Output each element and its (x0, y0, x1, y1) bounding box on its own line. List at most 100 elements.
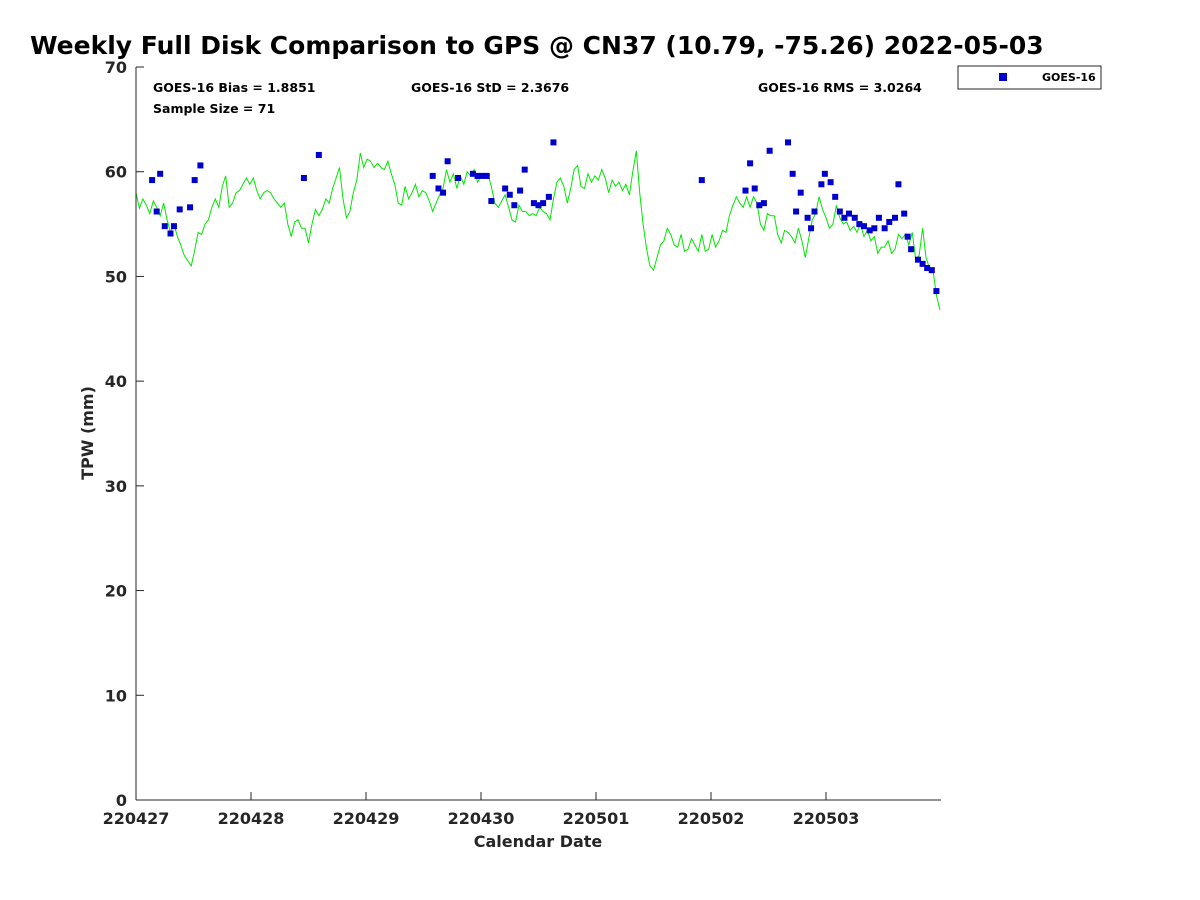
goes16-point (435, 185, 442, 192)
goes16-point (875, 214, 882, 221)
legend: GOES-16 (957, 65, 1102, 90)
x-tick-label: 220427 (103, 809, 170, 828)
goes16-point (821, 170, 828, 177)
goes16-point (479, 172, 486, 179)
goes16-point (747, 160, 754, 167)
x-tick-label: 220428 (218, 809, 285, 828)
goes16-point (429, 172, 436, 179)
goes16-point (804, 214, 811, 221)
goes16-point (924, 265, 931, 272)
goes16-point (506, 191, 513, 198)
goes16-point (517, 187, 524, 194)
goes16-point (908, 246, 915, 253)
goes16-point (521, 166, 528, 173)
goes16-point (895, 181, 902, 188)
goes16-point (488, 198, 495, 205)
goes16-point (157, 170, 164, 177)
goes16-point (455, 174, 461, 181)
y-tick-label: 20 (105, 582, 127, 601)
goes16-point (535, 202, 542, 209)
goes16-point (153, 208, 160, 215)
y-tick-label: 40 (105, 372, 127, 391)
y-tick-label: 10 (105, 686, 127, 705)
goes16-point (904, 233, 911, 240)
goes16-points (149, 139, 940, 295)
y-tick-label: 50 (105, 267, 127, 286)
goes16-point (300, 174, 307, 181)
goes16-point (444, 158, 451, 165)
goes16-point (919, 260, 926, 267)
goes16-point (766, 147, 773, 154)
goes16-point (483, 172, 490, 179)
goes16-point (756, 202, 763, 209)
goes16-point (550, 139, 557, 146)
x-tick-label: 220502 (678, 809, 745, 828)
goes16-point (818, 181, 825, 188)
goes16-point (856, 221, 863, 228)
goes16-point (827, 179, 834, 186)
goes16-point (187, 204, 194, 211)
goes16-point (440, 189, 447, 196)
goes16-point (901, 210, 908, 217)
y-tick-label: 60 (105, 163, 127, 182)
goes16-point (469, 170, 476, 177)
goes16-point (167, 230, 174, 237)
goes16-point (742, 187, 749, 194)
legend-marker (999, 73, 1007, 81)
y-tick-label: 70 (105, 58, 127, 77)
goes16-point (149, 177, 156, 184)
x-tick-label: 220501 (563, 809, 630, 828)
goes16-point (841, 214, 848, 221)
goes16-point (197, 162, 204, 169)
goes16-point (881, 225, 888, 232)
goes16-point (846, 210, 852, 217)
std-stat: GOES-16 StD = 2.3676 (411, 80, 569, 95)
x-tick-label: 220430 (448, 809, 515, 828)
gps-series-line (135, 150, 941, 311)
goes16-point (474, 172, 481, 179)
gps-tpw-line (135, 150, 941, 311)
legend-label: GOES-16 (1042, 71, 1096, 84)
goes16-point (161, 223, 168, 230)
goes16-point (785, 139, 792, 146)
goes16-point (315, 151, 322, 158)
x-tick-label: 220429 (333, 809, 400, 828)
bias-stat: GOES-16 Bias = 1.8851 (153, 80, 315, 95)
goes16-point (789, 170, 796, 177)
goes16-point (836, 208, 843, 215)
y-axis-label: TPW (mm) (78, 386, 97, 480)
x-axis-ticks: 220427 220428 220429 220430 220501 220502 2205… (103, 792, 860, 828)
goes16-point (530, 200, 537, 207)
goes16-point (886, 218, 893, 225)
x-tick-label: 220503 (793, 809, 860, 828)
goes16-point (751, 185, 758, 192)
goes16-point (832, 193, 839, 200)
goes16-point (860, 223, 867, 230)
goes16-point (851, 214, 858, 221)
goes16-point (892, 214, 898, 221)
y-tick-label: 0 (116, 791, 127, 810)
plot-area (136, 67, 941, 800)
goes16-point (170, 223, 177, 230)
goes16-point (760, 200, 767, 207)
goes16-point (808, 225, 815, 232)
y-axis-ticks: 0 10 20 30 40 50 60 70 (105, 58, 144, 810)
goes16-point (545, 193, 552, 200)
goes16-point (502, 185, 509, 192)
sample-size-stat: Sample Size = 71 (153, 101, 275, 116)
chart-title: Weekly Full Disk Comparison to GPS @ CN3… (30, 31, 1044, 60)
goes16-point (191, 177, 198, 184)
y-tick-label: 30 (105, 477, 127, 496)
x-axis-label: Calendar Date (474, 832, 603, 851)
legend-box (957, 65, 1102, 90)
goes16-point (793, 208, 800, 215)
goes16-point (866, 227, 873, 234)
rms-stat: GOES-16 RMS = 3.0264 (758, 80, 922, 95)
goes16-point (698, 177, 705, 184)
goes16-point (915, 256, 921, 263)
goes16-point (928, 267, 935, 274)
goes16-point (811, 208, 818, 215)
goes16-point (511, 202, 518, 209)
goes16-point (871, 225, 878, 232)
